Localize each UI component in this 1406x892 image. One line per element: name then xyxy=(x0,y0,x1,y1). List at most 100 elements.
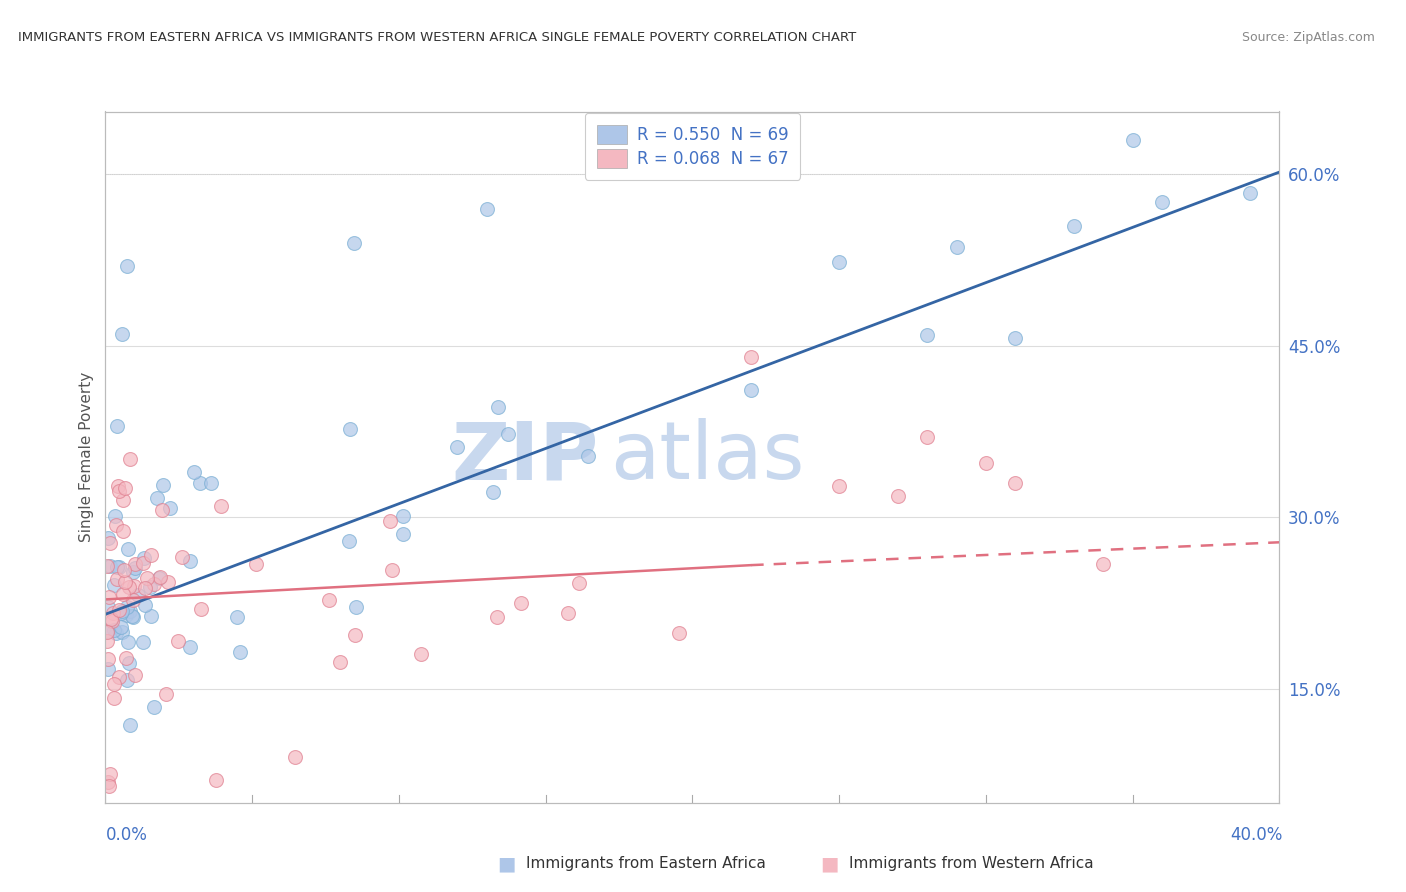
Point xyxy=(485,610,508,624)
Point xyxy=(117,635,139,649)
Point xyxy=(344,600,367,615)
Point xyxy=(115,650,138,665)
Point xyxy=(152,503,174,517)
Point xyxy=(121,609,143,624)
Text: Immigrants from Western Africa: Immigrants from Western Africa xyxy=(849,856,1094,871)
Point xyxy=(446,440,468,454)
Point xyxy=(183,465,205,479)
Point xyxy=(124,667,146,681)
Point xyxy=(97,531,120,545)
Point xyxy=(917,328,939,343)
Point xyxy=(887,490,910,504)
Point xyxy=(103,578,125,592)
Point xyxy=(740,383,762,397)
Point xyxy=(1122,133,1144,147)
Point xyxy=(108,602,131,616)
Point xyxy=(105,518,128,533)
Point xyxy=(111,604,134,618)
Point xyxy=(97,652,120,666)
Point xyxy=(225,610,247,624)
Point xyxy=(578,449,600,463)
Point xyxy=(114,481,136,495)
Text: 0.0%: 0.0% xyxy=(105,826,148,844)
Point xyxy=(107,560,129,574)
Point xyxy=(343,628,366,642)
Point xyxy=(391,527,413,541)
Point xyxy=(114,607,136,622)
Point xyxy=(118,451,141,466)
Point xyxy=(100,612,122,626)
Point xyxy=(475,202,498,216)
Point xyxy=(482,485,505,500)
Point xyxy=(96,634,118,648)
Point xyxy=(111,492,134,507)
Point xyxy=(110,606,132,620)
Point xyxy=(114,575,136,590)
Point xyxy=(179,640,201,655)
Point xyxy=(139,580,162,594)
Point xyxy=(148,571,170,585)
Point xyxy=(98,767,121,781)
Point xyxy=(339,422,361,436)
Point xyxy=(115,259,138,273)
Point xyxy=(211,499,233,513)
Text: atlas: atlas xyxy=(610,418,804,496)
Point xyxy=(828,255,851,269)
Point xyxy=(136,571,159,585)
Point xyxy=(945,240,967,254)
Point xyxy=(97,662,120,676)
Point xyxy=(1239,186,1261,201)
Point xyxy=(107,418,129,433)
Point xyxy=(828,478,851,492)
Point xyxy=(111,327,134,342)
Legend: R = 0.550  N = 69, R = 0.068  N = 67: R = 0.550 N = 69, R = 0.068 N = 67 xyxy=(585,113,800,180)
Point xyxy=(740,350,762,364)
Point xyxy=(179,553,201,567)
Point xyxy=(97,775,120,789)
Point xyxy=(131,556,153,570)
Point xyxy=(1063,219,1085,233)
Text: 40.0%: 40.0% xyxy=(1230,826,1282,844)
Point xyxy=(1004,475,1026,490)
Point xyxy=(392,509,415,524)
Point xyxy=(159,500,181,515)
Point xyxy=(110,620,132,634)
Point xyxy=(96,624,118,639)
Point xyxy=(105,626,128,640)
Point xyxy=(329,655,352,669)
Point xyxy=(205,772,228,787)
Point xyxy=(149,569,172,583)
Point xyxy=(115,599,138,614)
Point xyxy=(1092,557,1115,571)
Point xyxy=(139,548,162,562)
Point xyxy=(343,235,366,250)
Point xyxy=(97,779,120,793)
Point xyxy=(111,587,134,601)
Point xyxy=(124,561,146,575)
Point xyxy=(112,524,135,538)
Point xyxy=(155,687,177,701)
Point xyxy=(111,624,134,639)
Point xyxy=(974,456,997,470)
Point xyxy=(142,577,165,591)
Point xyxy=(134,598,156,612)
Point xyxy=(122,578,145,592)
Point xyxy=(668,625,690,640)
Text: ZIP: ZIP xyxy=(451,418,599,496)
Point xyxy=(118,604,141,618)
Point xyxy=(117,542,139,557)
Point xyxy=(105,560,128,574)
Point xyxy=(112,563,135,577)
Point xyxy=(115,673,138,688)
Point xyxy=(118,656,141,670)
Text: ■: ■ xyxy=(496,854,516,873)
Point xyxy=(97,590,120,604)
Text: IMMIGRANTS FROM EASTERN AFRICA VS IMMIGRANTS FROM WESTERN AFRICA SINGLE FEMALE P: IMMIGRANTS FROM EASTERN AFRICA VS IMMIGR… xyxy=(18,31,856,45)
Point xyxy=(486,400,509,414)
Point xyxy=(557,606,579,620)
Point xyxy=(122,609,145,624)
Point xyxy=(1004,330,1026,344)
Point xyxy=(339,533,361,548)
Point xyxy=(200,475,222,490)
Point xyxy=(381,563,404,577)
